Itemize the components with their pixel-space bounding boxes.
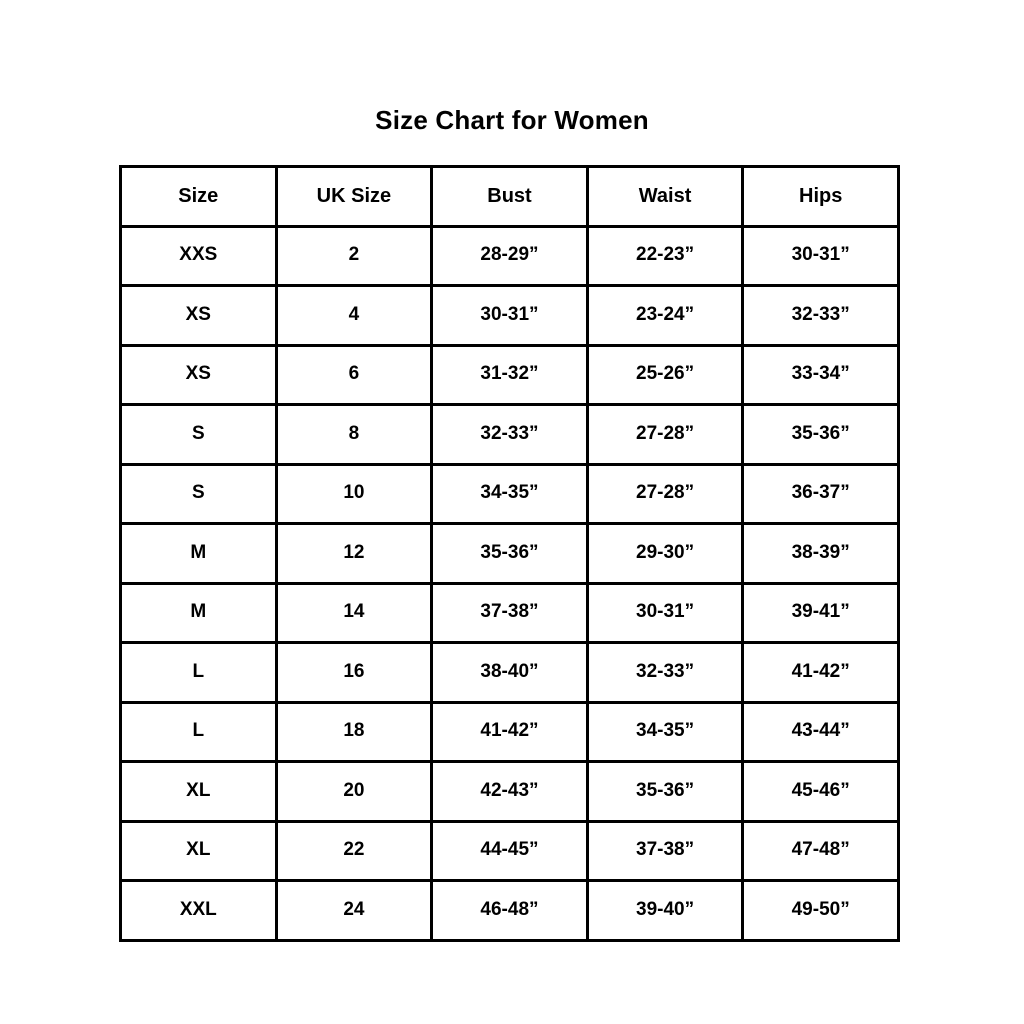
cell-waist: 29-30” [585,522,745,585]
table-header-row: Size UK Size Bust Waist Hips [119,165,900,228]
cell-hips: 35-36” [741,403,900,466]
size-chart-table: Size UK Size Bust Waist Hips XXS 2 28-29” 22-23… [119,165,900,942]
cell-uk-size: 4 [274,284,434,347]
cell-size: XXL [119,879,278,942]
cell-size: XL [119,819,278,882]
cell-bust: 32-33” [430,403,589,466]
table-row: XXL 24 46-48” 39-40” 49-50” [119,879,900,942]
column-header-hips: Hips [741,165,900,228]
cell-bust: 44-45” [430,819,589,882]
cell-size: XL [119,760,278,823]
cell-size: M [119,581,278,644]
cell-waist: 34-35” [585,700,745,763]
cell-waist: 37-38” [585,819,745,882]
cell-bust: 42-43” [430,760,589,823]
cell-uk-size: 14 [274,581,434,644]
cell-bust: 30-31” [430,284,589,347]
cell-size: S [119,462,278,525]
cell-hips: 49-50” [741,879,900,942]
table-row: M 12 35-36” 29-30” 38-39” [119,522,900,585]
table-body: XXS 2 28-29” 22-23” 30-31” XS 4 30-31” 23-24” 32-… [119,224,900,942]
cell-hips: 39-41” [741,581,900,644]
cell-waist: 23-24” [585,284,745,347]
column-header-size: Size [119,165,278,228]
table-row: XL 22 44-45” 37-38” 47-48” [119,819,900,882]
cell-bust: 34-35” [430,462,589,525]
table-row: XS 4 30-31” 23-24” 32-33” [119,284,900,347]
cell-uk-size: 18 [274,700,434,763]
cell-hips: 45-46” [741,760,900,823]
table-header: Size UK Size Bust Waist Hips [119,165,900,228]
cell-bust: 46-48” [430,879,589,942]
table-row: S 10 34-35” 27-28” 36-37” [119,462,900,525]
cell-bust: 28-29” [430,224,589,287]
cell-size: M [119,522,278,585]
cell-uk-size: 24 [274,879,434,942]
cell-hips: 43-44” [741,700,900,763]
cell-uk-size: 8 [274,403,434,466]
page-title: Size Chart for Women [375,105,649,135]
table-row: XXS 2 28-29” 22-23” 30-31” [119,224,900,287]
cell-uk-size: 22 [274,819,434,882]
cell-bust: 41-42” [430,700,589,763]
table-row: L 18 41-42” 34-35” 43-44” [119,700,900,763]
cell-size: L [119,641,278,704]
cell-uk-size: 2 [274,224,434,287]
cell-hips: 41-42” [741,641,900,704]
cell-size: S [119,403,278,466]
cell-waist: 30-31” [585,581,745,644]
cell-hips: 38-39” [741,522,900,585]
column-header-bust: Bust [430,165,589,228]
cell-size: XS [119,343,278,406]
cell-uk-size: 16 [274,641,434,704]
cell-uk-size: 12 [274,522,434,585]
cell-hips: 30-31” [741,224,900,287]
cell-size: XXS [119,224,278,287]
table-row: XS 6 31-32” 25-26” 33-34” [119,343,900,406]
cell-hips: 47-48” [741,819,900,882]
cell-bust: 35-36” [430,522,589,585]
table-row: L 16 38-40” 32-33” 41-42” [119,641,900,704]
cell-size: L [119,700,278,763]
cell-uk-size: 20 [274,760,434,823]
table-row: XL 20 42-43” 35-36” 45-46” [119,760,900,823]
cell-bust: 38-40” [430,641,589,704]
cell-waist: 27-28” [585,403,745,466]
cell-waist: 39-40” [585,879,745,942]
cell-waist: 22-23” [585,224,745,287]
cell-waist: 32-33” [585,641,745,704]
cell-hips: 36-37” [741,462,900,525]
table-row: S 8 32-33” 27-28” 35-36” [119,403,900,466]
table-row: M 14 37-38” 30-31” 39-41” [119,581,900,644]
cell-uk-size: 10 [274,462,434,525]
column-header-waist: Waist [585,165,745,228]
size-chart-table-container: Size UK Size Bust Waist Hips XXS 2 28-29” 22-23… [119,165,900,942]
cell-waist: 25-26” [585,343,745,406]
cell-bust: 31-32” [430,343,589,406]
cell-uk-size: 6 [274,343,434,406]
cell-hips: 32-33” [741,284,900,347]
cell-hips: 33-34” [741,343,900,406]
cell-waist: 27-28” [585,462,745,525]
cell-size: XS [119,284,278,347]
column-header-uk-size: UK Size [274,165,434,228]
cell-bust: 37-38” [430,581,589,644]
cell-waist: 35-36” [585,760,745,823]
